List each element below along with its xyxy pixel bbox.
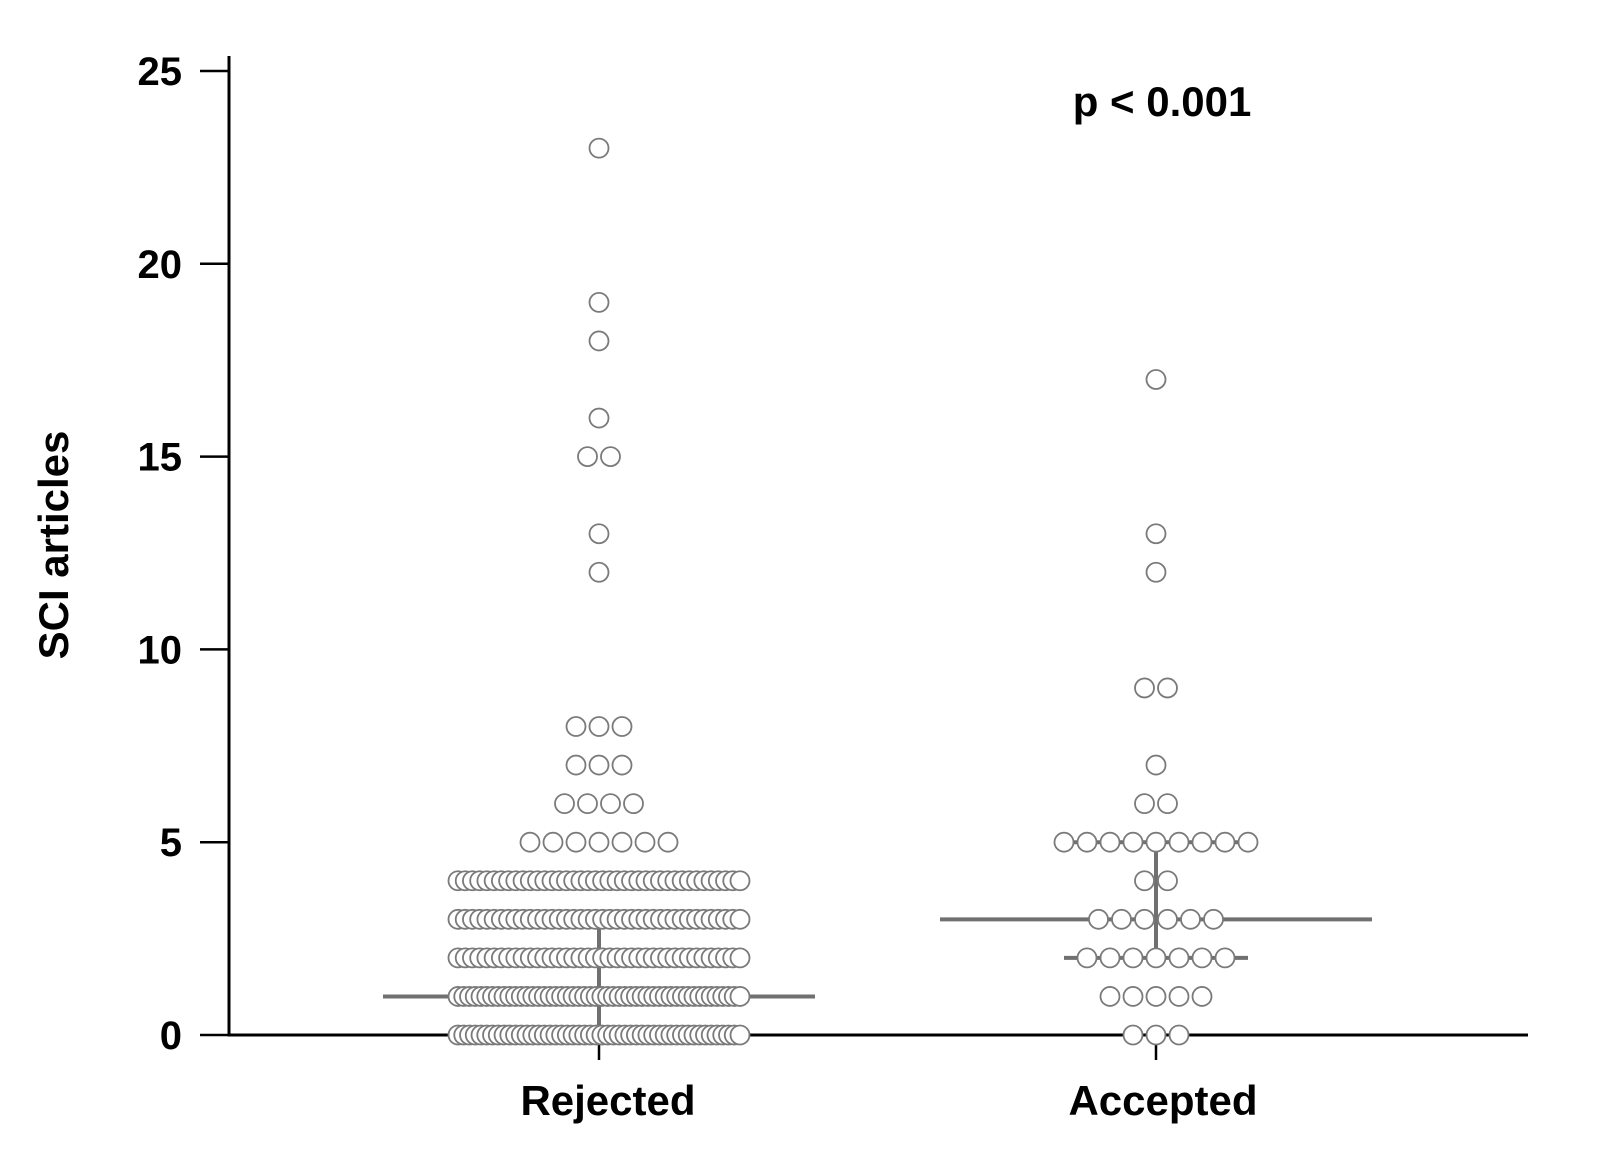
point-rejected-y6-0 bbox=[554, 793, 575, 815]
y-tick-label-5: 5 bbox=[160, 821, 182, 865]
data-points bbox=[447, 137, 1259, 1046]
point-rejected-y2-39 bbox=[729, 947, 751, 969]
point-accepted-y5-4 bbox=[1145, 831, 1167, 853]
point-accepted-y4-0 bbox=[1134, 870, 1155, 892]
point-accepted-y1-1 bbox=[1122, 986, 1144, 1007]
point-rejected-y7-0 bbox=[565, 754, 587, 776]
y-tick-label-25: 25 bbox=[138, 50, 183, 94]
y-tick-label-15: 15 bbox=[138, 436, 183, 480]
point-accepted-y5-2 bbox=[1099, 831, 1121, 853]
point-accepted-y9-1 bbox=[1157, 677, 1178, 699]
point-accepted-y2-3 bbox=[1145, 947, 1167, 969]
point-accepted-y3-2 bbox=[1134, 908, 1155, 930]
point-rejected-y18-0 bbox=[588, 330, 610, 352]
point-accepted-y3-3 bbox=[1157, 908, 1178, 930]
point-rejected-y8-1 bbox=[588, 716, 610, 737]
point-rejected-y1-49 bbox=[729, 986, 751, 1007]
point-rejected-y19-0 bbox=[588, 291, 610, 313]
point-accepted-y3-0 bbox=[1088, 908, 1109, 930]
point-accepted-y2-4 bbox=[1168, 947, 1190, 969]
point-rejected-y6-2 bbox=[600, 793, 621, 815]
point-rejected-y5-6 bbox=[657, 831, 679, 853]
point-rejected-y23-0 bbox=[588, 137, 610, 159]
point-accepted-y13-0 bbox=[1145, 523, 1167, 545]
point-accepted-y3-1 bbox=[1111, 908, 1132, 930]
point-rejected-y15-1 bbox=[600, 446, 621, 468]
point-accepted-y5-5 bbox=[1168, 831, 1190, 853]
point-rejected-y6-1 bbox=[577, 793, 598, 815]
point-rejected-y0-49 bbox=[729, 1024, 751, 1046]
point-accepted-y3-4 bbox=[1180, 908, 1201, 930]
point-accepted-y1-4 bbox=[1191, 986, 1213, 1007]
point-accepted-y7-0 bbox=[1145, 754, 1167, 776]
point-accepted-y2-2 bbox=[1122, 947, 1144, 969]
point-rejected-y7-1 bbox=[588, 754, 610, 776]
point-accepted-y0-0 bbox=[1122, 1024, 1144, 1046]
point-accepted-y3-5 bbox=[1203, 908, 1224, 930]
point-accepted-y1-0 bbox=[1099, 986, 1121, 1007]
point-rejected-y4-39 bbox=[729, 870, 751, 892]
point-accepted-y2-6 bbox=[1214, 947, 1236, 969]
point-accepted-y5-6 bbox=[1191, 831, 1213, 853]
y-tick-label-20: 20 bbox=[138, 243, 183, 287]
point-accepted-y6-0 bbox=[1134, 793, 1155, 815]
y-tick-label-10: 10 bbox=[138, 628, 183, 672]
p-value-annotation: p < 0.001 bbox=[1073, 78, 1252, 125]
point-rejected-y5-4 bbox=[611, 831, 633, 853]
point-accepted-y5-7 bbox=[1214, 831, 1236, 853]
point-accepted-y2-1 bbox=[1099, 947, 1121, 969]
point-accepted-y2-0 bbox=[1076, 947, 1098, 969]
point-rejected-y15-0 bbox=[577, 446, 598, 468]
point-accepted-y5-0 bbox=[1053, 831, 1075, 853]
point-accepted-y6-1 bbox=[1157, 793, 1178, 815]
point-accepted-y4-1 bbox=[1157, 870, 1178, 892]
point-rejected-y5-0 bbox=[519, 831, 541, 853]
point-rejected-y12-0 bbox=[588, 561, 610, 583]
point-accepted-y12-0 bbox=[1145, 561, 1167, 583]
point-rejected-y3-39 bbox=[729, 908, 751, 930]
point-rejected-y8-0 bbox=[565, 716, 587, 737]
point-accepted-y0-2 bbox=[1168, 1024, 1190, 1046]
point-rejected-y5-3 bbox=[588, 831, 610, 853]
point-accepted-y2-5 bbox=[1191, 947, 1213, 969]
point-rejected-y5-2 bbox=[565, 831, 587, 853]
category-label-rejected: Rejected bbox=[520, 1077, 695, 1124]
point-rejected-y5-5 bbox=[634, 831, 656, 853]
y-tick-label-0: 0 bbox=[160, 1014, 182, 1058]
point-accepted-y9-0 bbox=[1134, 677, 1155, 699]
point-accepted-y5-1 bbox=[1076, 831, 1098, 853]
point-accepted-y5-8 bbox=[1237, 831, 1259, 853]
y-tick-labels: 0 5 10 15 20 25 bbox=[138, 50, 183, 1058]
point-rejected-y6-3 bbox=[623, 793, 644, 815]
point-accepted-y1-3 bbox=[1168, 986, 1190, 1007]
axes bbox=[200, 56, 1528, 1060]
point-accepted-y17-0 bbox=[1145, 369, 1167, 390]
category-label-accepted: Accepted bbox=[1068, 1077, 1257, 1124]
y-axis-label: SCI articles bbox=[30, 431, 77, 660]
point-rejected-y5-1 bbox=[542, 831, 564, 853]
point-rejected-y7-2 bbox=[611, 754, 633, 776]
point-rejected-y8-2 bbox=[611, 716, 633, 737]
point-accepted-y1-2 bbox=[1145, 986, 1167, 1007]
point-rejected-y13-0 bbox=[588, 523, 610, 545]
point-rejected-y16-0 bbox=[588, 407, 610, 429]
point-accepted-y5-3 bbox=[1122, 831, 1144, 853]
point-accepted-y0-1 bbox=[1145, 1024, 1167, 1046]
